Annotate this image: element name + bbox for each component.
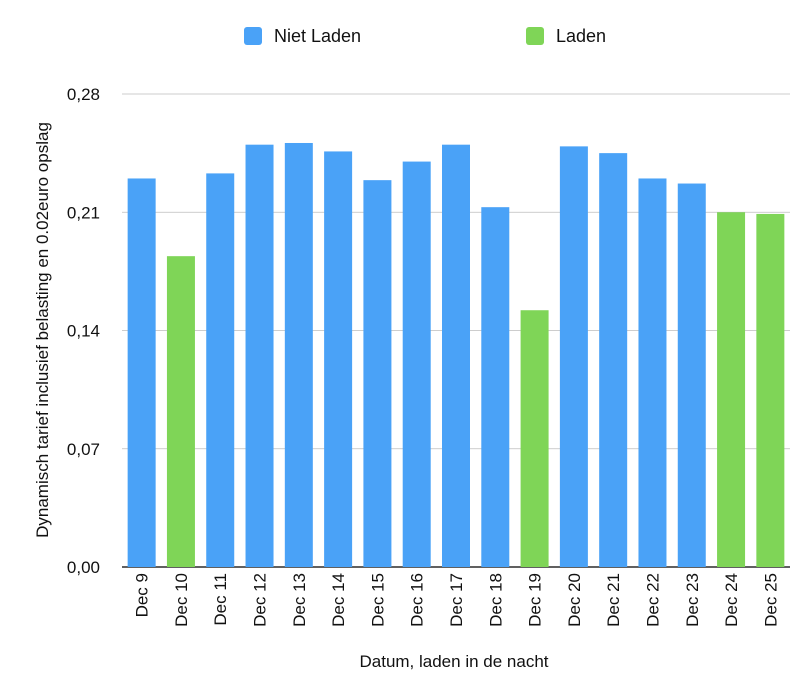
- bar-dec-21: [599, 153, 628, 567]
- y-tick-label: 0,00: [67, 558, 100, 577]
- legend-label-niet-laden: Niet Laden: [274, 25, 362, 46]
- legend-item-niet-laden: Niet Laden: [244, 22, 361, 50]
- legend-swatch-laden: [526, 27, 544, 45]
- bar-dec-10: [166, 256, 195, 567]
- bar-dec-20: [559, 146, 588, 567]
- bar-dec-23: [677, 183, 706, 567]
- bar-dec-15: [363, 180, 392, 567]
- x-tick-label: Dec 22: [643, 573, 662, 627]
- x-tick-labels: Dec 9 Dec 10 Dec 11 Dec 12 Dec 13 Dec 14 Dec 1…: [133, 573, 781, 627]
- x-tick-label: Dec 18: [486, 573, 505, 627]
- bars: [127, 142, 785, 568]
- x-tick-label: Dec 15: [368, 573, 387, 627]
- x-tick-label: Dec 10: [172, 573, 191, 627]
- legend-item-laden: Laden: [526, 22, 606, 50]
- bar-dec-14: [324, 151, 353, 567]
- x-tick-label: Dec 13: [290, 573, 309, 627]
- x-tick-label: Dec 9: [133, 573, 152, 617]
- bar-dec-22: [638, 178, 667, 567]
- y-tick-label: 0,21: [67, 203, 100, 222]
- x-tick-label: Dec 17: [447, 573, 466, 627]
- x-tick-label: Dec 14: [329, 573, 348, 627]
- bar-dec-12: [245, 144, 274, 567]
- x-tick-label: Dec 24: [722, 573, 741, 627]
- bar-dec-16: [402, 161, 431, 568]
- legend-swatch-niet-laden: [244, 27, 262, 45]
- y-tick-labels: 0,00 0,07 0,14 0,21 0,28: [67, 85, 100, 577]
- x-tick-label: Dec 16: [408, 573, 427, 627]
- x-tick-label: Dec 23: [683, 573, 702, 627]
- x-tick-label: Dec 11: [211, 573, 230, 626]
- y-axis-label: Dynamisch tarief inclusief belasting en …: [33, 122, 52, 538]
- x-tick-label: Dec 20: [565, 573, 584, 627]
- y-tick-label: 0,07: [67, 440, 100, 459]
- y-tick-label: 0,14: [67, 322, 100, 341]
- legend-label-laden: Laden: [556, 25, 607, 46]
- bar-dec-9: [127, 178, 156, 567]
- y-tick-label: 0,28: [67, 85, 100, 104]
- bar-dec-19: [520, 310, 549, 567]
- x-tick-label: Dec 12: [251, 573, 270, 627]
- bar-dec-24: [717, 212, 746, 567]
- x-axis-label: Datum, laden in de nacht: [359, 652, 548, 671]
- bar-dec-11: [206, 173, 235, 567]
- x-tick-label: Dec 19: [526, 573, 545, 627]
- bar-dec-17: [442, 144, 470, 567]
- bar-dec-25: [756, 213, 785, 568]
- x-tick-label: Dec 21: [604, 573, 623, 627]
- bar-dec-18: [481, 207, 510, 568]
- bar-dec-13: [284, 142, 313, 567]
- x-tick-label: Dec 25: [761, 573, 780, 627]
